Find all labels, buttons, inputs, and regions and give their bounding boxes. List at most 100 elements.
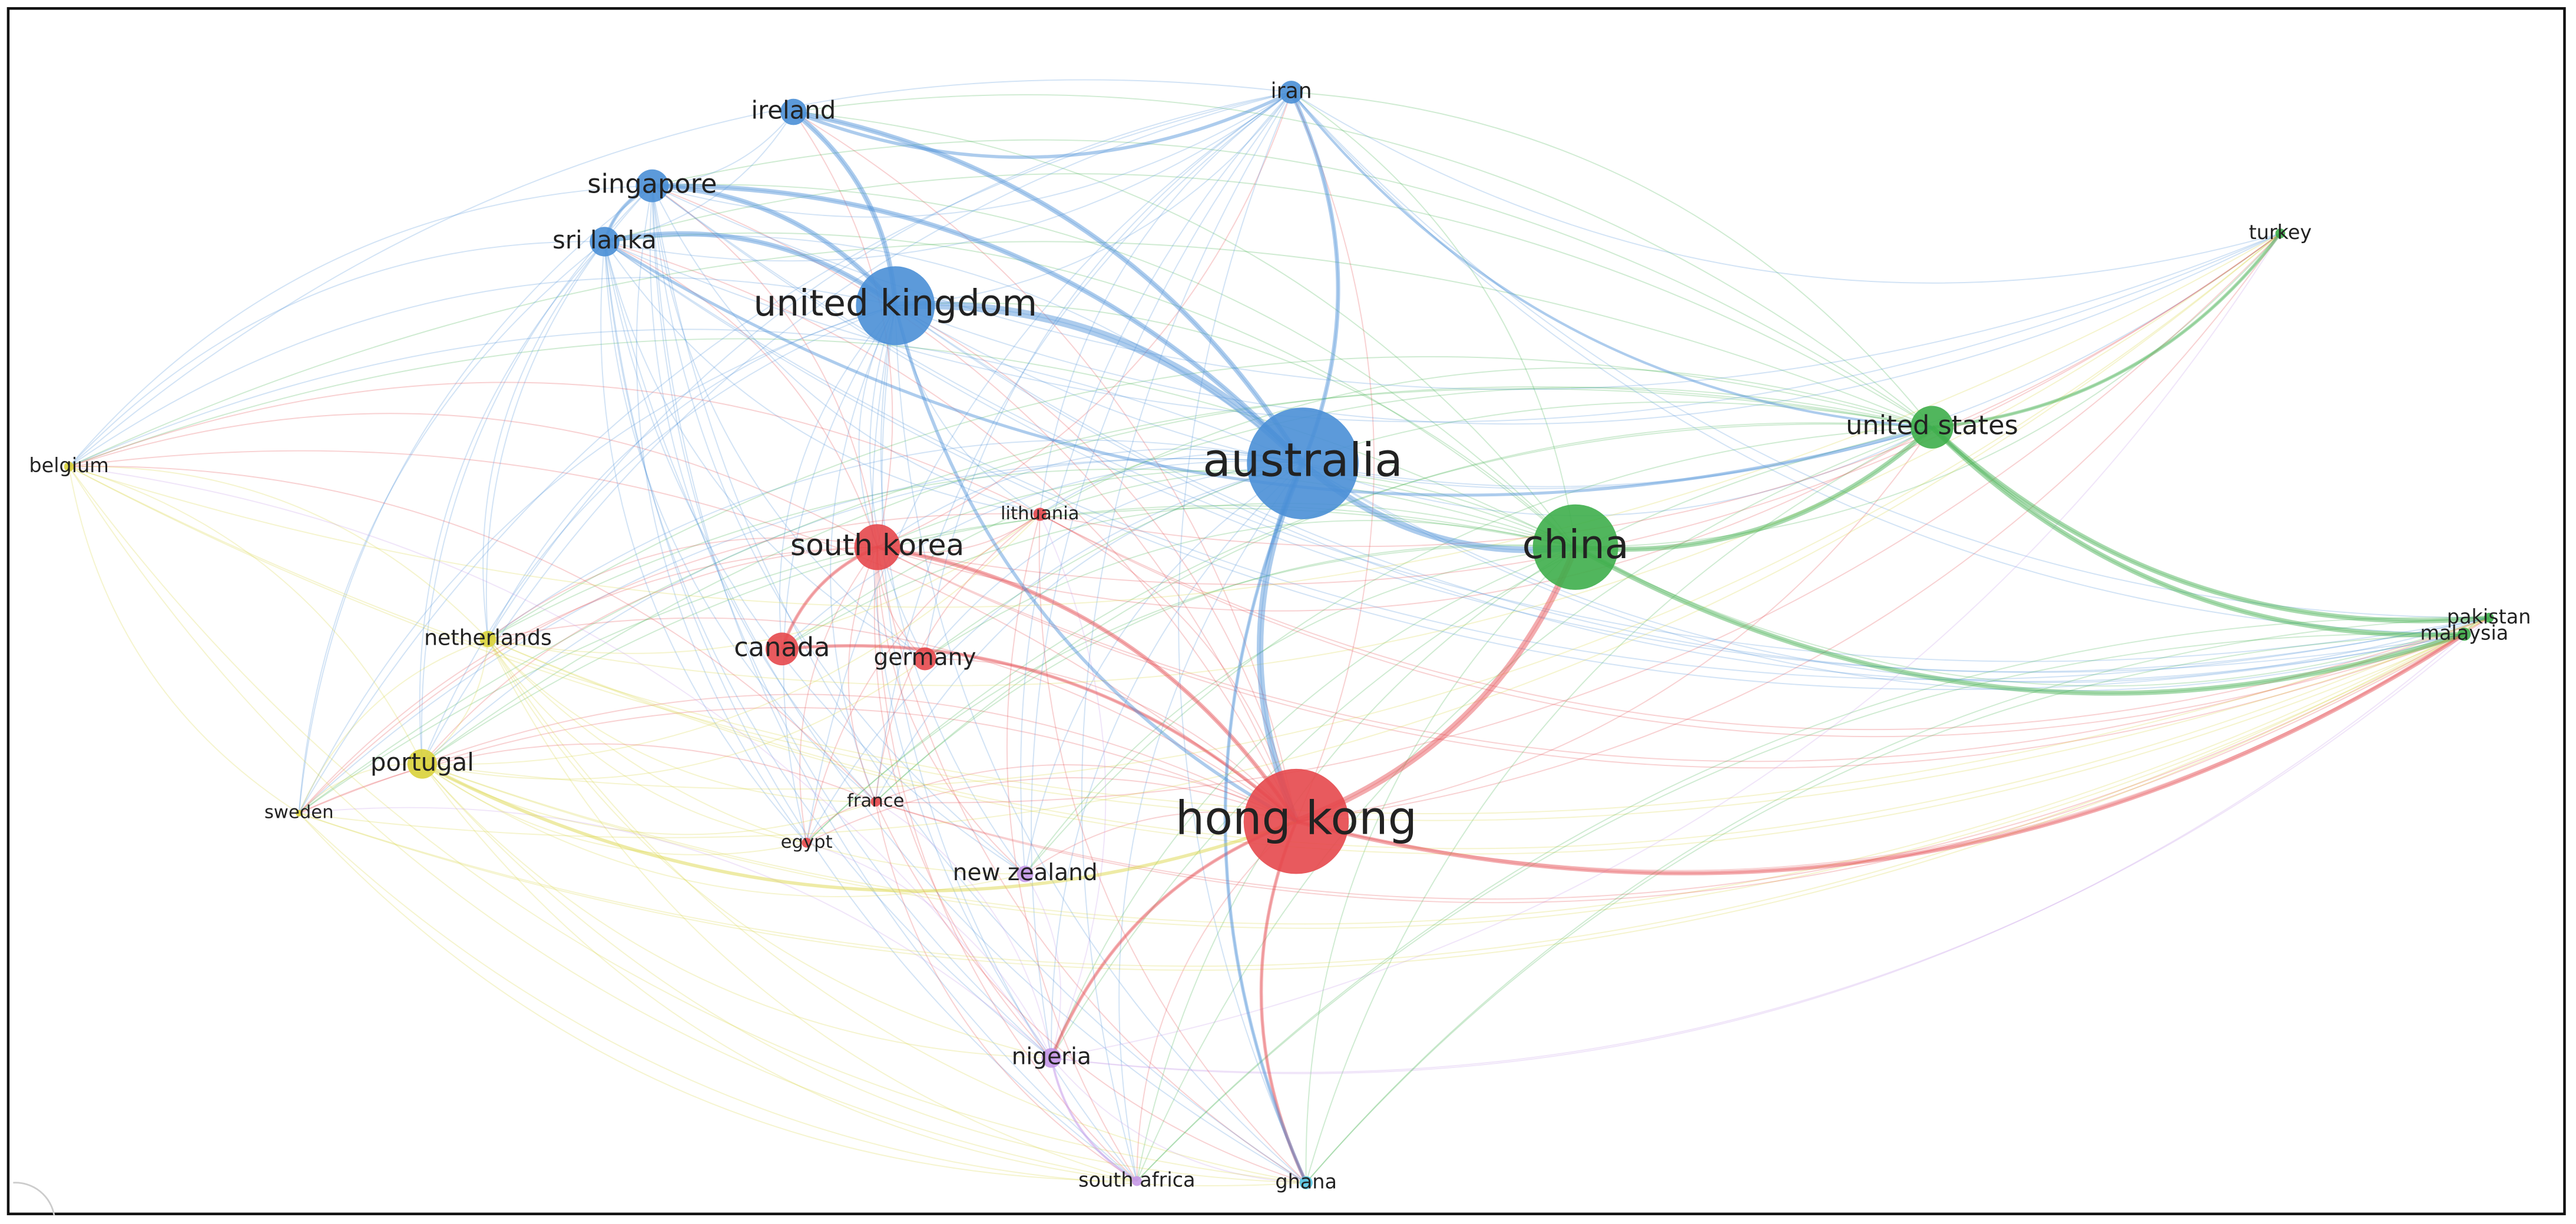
edge <box>1051 546 1576 1059</box>
edge <box>793 94 1933 428</box>
node <box>1131 1176 1142 1186</box>
edge <box>1039 513 1297 822</box>
edge <box>782 460 1303 649</box>
edge <box>1290 91 1932 429</box>
edge <box>422 386 1932 765</box>
edge <box>876 547 1138 1182</box>
edge <box>1930 425 2489 623</box>
edge <box>487 537 878 640</box>
edge <box>488 617 1297 822</box>
edge <box>1038 514 1307 1183</box>
edge <box>1294 546 1579 825</box>
edge <box>1224 463 1307 1183</box>
edge <box>924 520 1576 659</box>
edge <box>487 356 1932 640</box>
edge <box>1305 546 1576 1183</box>
edge <box>1031 92 1292 1059</box>
edge <box>299 743 876 814</box>
edge <box>875 544 1576 802</box>
edge <box>604 241 2489 681</box>
edge <box>895 302 1576 548</box>
edge <box>422 763 1137 1182</box>
edge <box>651 185 1026 875</box>
edge <box>1296 632 2466 875</box>
edge <box>1039 91 1292 515</box>
edge <box>875 422 1932 802</box>
node-label: australia <box>1203 434 1403 487</box>
edge <box>1291 91 1577 548</box>
node <box>854 524 900 570</box>
node-label: portugal <box>370 748 474 777</box>
edge <box>793 111 1303 464</box>
edge <box>604 241 1137 1182</box>
edge <box>1932 232 2282 429</box>
edge <box>1302 463 2465 692</box>
node <box>2275 228 2286 238</box>
edge <box>652 185 1303 464</box>
edge <box>1575 546 2465 694</box>
node <box>1243 768 1349 874</box>
edge <box>779 305 896 649</box>
node-label: netherlands <box>424 625 552 651</box>
node <box>2458 628 2471 641</box>
edge <box>806 463 1303 843</box>
edge <box>1305 633 2465 1183</box>
edge <box>830 305 896 802</box>
labels: australia hong kong china united kingdom sou… <box>29 78 2531 1193</box>
edge <box>422 633 2465 929</box>
edge <box>652 183 898 307</box>
edge <box>652 111 794 187</box>
edge <box>652 184 1576 548</box>
edge <box>422 763 876 835</box>
edge <box>793 111 1297 822</box>
edge <box>299 233 2281 838</box>
node-label: malaysia <box>2420 622 2508 645</box>
edge <box>877 469 1576 548</box>
edge <box>782 503 1576 650</box>
edge <box>877 546 2465 769</box>
edge <box>1296 546 1577 822</box>
edge <box>1050 1057 1138 1182</box>
edge <box>1575 425 1934 552</box>
edge <box>420 185 653 764</box>
edge <box>422 763 1306 1183</box>
edge <box>422 763 1052 1059</box>
edge <box>298 241 605 814</box>
node <box>802 838 812 848</box>
edges <box>68 79 2489 1186</box>
edge <box>1302 233 2281 487</box>
edge <box>604 241 1026 875</box>
edge <box>422 639 489 765</box>
node <box>870 797 881 807</box>
edge <box>877 448 1303 548</box>
edge <box>1024 463 1303 874</box>
edge <box>875 633 2465 904</box>
edge <box>1223 462 1308 1183</box>
node-label: ghana <box>1275 1170 1337 1193</box>
edge <box>652 91 1292 218</box>
edge <box>488 468 1576 640</box>
edge <box>299 633 2465 971</box>
edge <box>1260 821 1307 1183</box>
edge <box>782 386 1932 650</box>
edge <box>793 109 1305 465</box>
edge <box>652 139 1933 428</box>
edge <box>1305 426 1932 1183</box>
node <box>1041 1048 1062 1068</box>
edge <box>69 466 876 802</box>
edge <box>806 842 1052 1059</box>
node <box>1280 81 1303 104</box>
edge <box>1290 91 2489 619</box>
node <box>856 266 935 346</box>
edge <box>487 439 1303 640</box>
edge <box>69 450 1297 822</box>
node-label: ireland <box>751 96 836 125</box>
edge <box>422 505 1576 765</box>
edge <box>604 241 1297 822</box>
node-label: south africa <box>1078 1169 1195 1192</box>
edge <box>1296 233 2281 822</box>
edge <box>806 777 1297 844</box>
edge <box>1051 426 1932 1059</box>
node <box>765 632 799 666</box>
edge <box>1259 821 1308 1184</box>
